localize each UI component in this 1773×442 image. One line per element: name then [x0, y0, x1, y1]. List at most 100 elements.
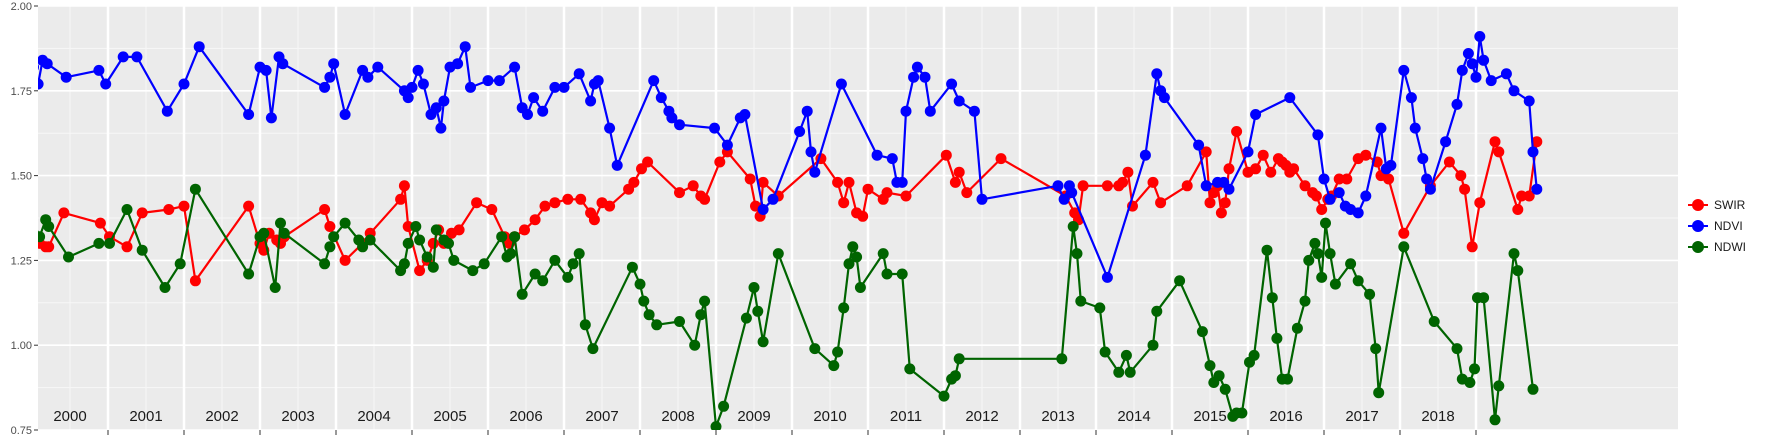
- data-point-ndvi: [1527, 146, 1539, 158]
- data-point-swir: [1360, 149, 1372, 161]
- data-point-ndwi: [328, 231, 340, 243]
- data-point-ndvi: [493, 75, 505, 87]
- data-point-ndwi: [324, 241, 336, 253]
- data-point-swir: [1181, 180, 1193, 192]
- data-point-ndvi: [709, 122, 720, 134]
- year-label: 2010: [813, 408, 846, 425]
- data-point-ndwi: [1299, 295, 1311, 307]
- data-point-ndwi: [651, 319, 663, 331]
- data-point-ndvi: [573, 68, 585, 80]
- data-point-swir: [319, 204, 331, 215]
- data-point-ndvi: [1101, 271, 1113, 283]
- data-point-swir: [1122, 166, 1134, 178]
- year-label: 2003: [281, 408, 314, 425]
- data-point-swir: [453, 224, 465, 236]
- data-point-swir: [575, 193, 587, 205]
- data-point-ndvi: [412, 64, 424, 76]
- data-point-ndvi: [117, 51, 129, 63]
- year-label: 2012: [965, 408, 998, 425]
- data-point-ndwi: [478, 258, 490, 270]
- data-point-swir: [714, 156, 726, 168]
- data-point-ndvi: [1385, 159, 1397, 171]
- data-point-ndvi: [41, 58, 53, 70]
- data-point-ndwi: [752, 305, 764, 317]
- series-ndwi: [38, 183, 1539, 430]
- data-point-ndwi: [414, 234, 426, 246]
- data-point-ndvi: [1474, 31, 1486, 42]
- data-point-ndwi: [1303, 254, 1315, 266]
- data-point-ndwi: [364, 234, 376, 246]
- data-point-ndvi: [953, 95, 965, 107]
- data-point-ndvi: [537, 105, 549, 117]
- data-point-ndwi: [1309, 237, 1321, 249]
- data-point-ndvi: [161, 105, 173, 117]
- data-point-ndvi: [666, 112, 678, 124]
- data-point-ndwi: [579, 319, 591, 331]
- data-point-ndwi: [562, 271, 574, 283]
- series-line-ndvi: [38, 35, 1538, 279]
- data-point-swir: [339, 254, 351, 266]
- data-point-ndvi: [93, 64, 105, 76]
- data-point-ndvi: [1324, 193, 1336, 205]
- legend-item-ndvi: NDVI: [1688, 219, 1743, 233]
- data-point-ndvi: [243, 109, 255, 120]
- data-point-ndwi: [1282, 373, 1293, 385]
- data-point-swir: [628, 176, 640, 188]
- data-point-swir: [163, 204, 175, 215]
- data-point-ndwi: [1324, 248, 1336, 260]
- data-point-ndvi: [1417, 153, 1429, 165]
- data-point-swir: [1231, 126, 1243, 137]
- year-label: 2008: [661, 408, 694, 425]
- data-point-ndvi: [1421, 173, 1433, 185]
- data-point-ndwi: [427, 261, 439, 273]
- data-point-ndwi: [1120, 349, 1132, 361]
- data-point-swir: [58, 207, 70, 219]
- data-point-swir: [43, 241, 55, 253]
- year-label: 2007: [585, 408, 618, 425]
- data-point-swir: [1516, 190, 1528, 202]
- data-point-ndvi: [277, 58, 289, 70]
- data-point-ndvi: [757, 204, 769, 215]
- data-point-ndwi: [1261, 244, 1273, 256]
- y-axis: 0.75 1.00 1.25 1.50 1.75 2.00: [11, 1, 38, 437]
- year-label: 2002: [205, 408, 238, 425]
- legend-label-ndvi: NDVI: [1714, 219, 1743, 233]
- data-point-swir: [1531, 136, 1543, 148]
- year-label: 2001: [129, 408, 162, 425]
- data-point-ndwi: [275, 217, 286, 229]
- series-clip-group: [38, 31, 1543, 430]
- data-point-swir: [881, 187, 893, 199]
- data-point-swir: [1077, 180, 1089, 192]
- year-label: 2000: [53, 408, 86, 425]
- data-point-swir: [1299, 180, 1311, 192]
- data-point-ndwi: [1320, 217, 1331, 229]
- data-point-ndwi: [1329, 278, 1341, 290]
- data-point-ndwi: [1512, 265, 1524, 277]
- data-point-ndwi: [1067, 221, 1079, 232]
- y-tick-label: 1.75: [11, 86, 32, 98]
- data-point-ndwi: [319, 258, 331, 270]
- data-point-ndvi: [1456, 64, 1468, 76]
- data-point-swir: [243, 200, 255, 212]
- data-point-ndwi: [573, 248, 585, 260]
- data-point-swir: [1443, 156, 1455, 168]
- data-point-ndvi: [968, 105, 980, 117]
- data-point-ndwi: [1124, 366, 1136, 378]
- data-point-swir: [1512, 204, 1524, 215]
- data-point-ndvi: [1242, 146, 1254, 158]
- data-point-ndvi: [1352, 207, 1364, 219]
- data-point-ndwi: [689, 339, 701, 351]
- data-point-ndvi: [801, 105, 813, 117]
- data-point-swir: [843, 176, 855, 188]
- data-point-swir: [398, 180, 410, 192]
- data-point-swir: [838, 197, 850, 209]
- data-point-swir: [1459, 183, 1471, 195]
- data-point-ndvi: [919, 71, 931, 83]
- data-point-ndwi: [851, 251, 863, 263]
- data-point-ndwi: [1428, 316, 1440, 327]
- legend-label-swir: SWIR: [1714, 198, 1746, 212]
- data-point-swir: [757, 176, 769, 188]
- data-point-ndvi: [655, 92, 667, 104]
- data-point-ndwi: [710, 421, 722, 430]
